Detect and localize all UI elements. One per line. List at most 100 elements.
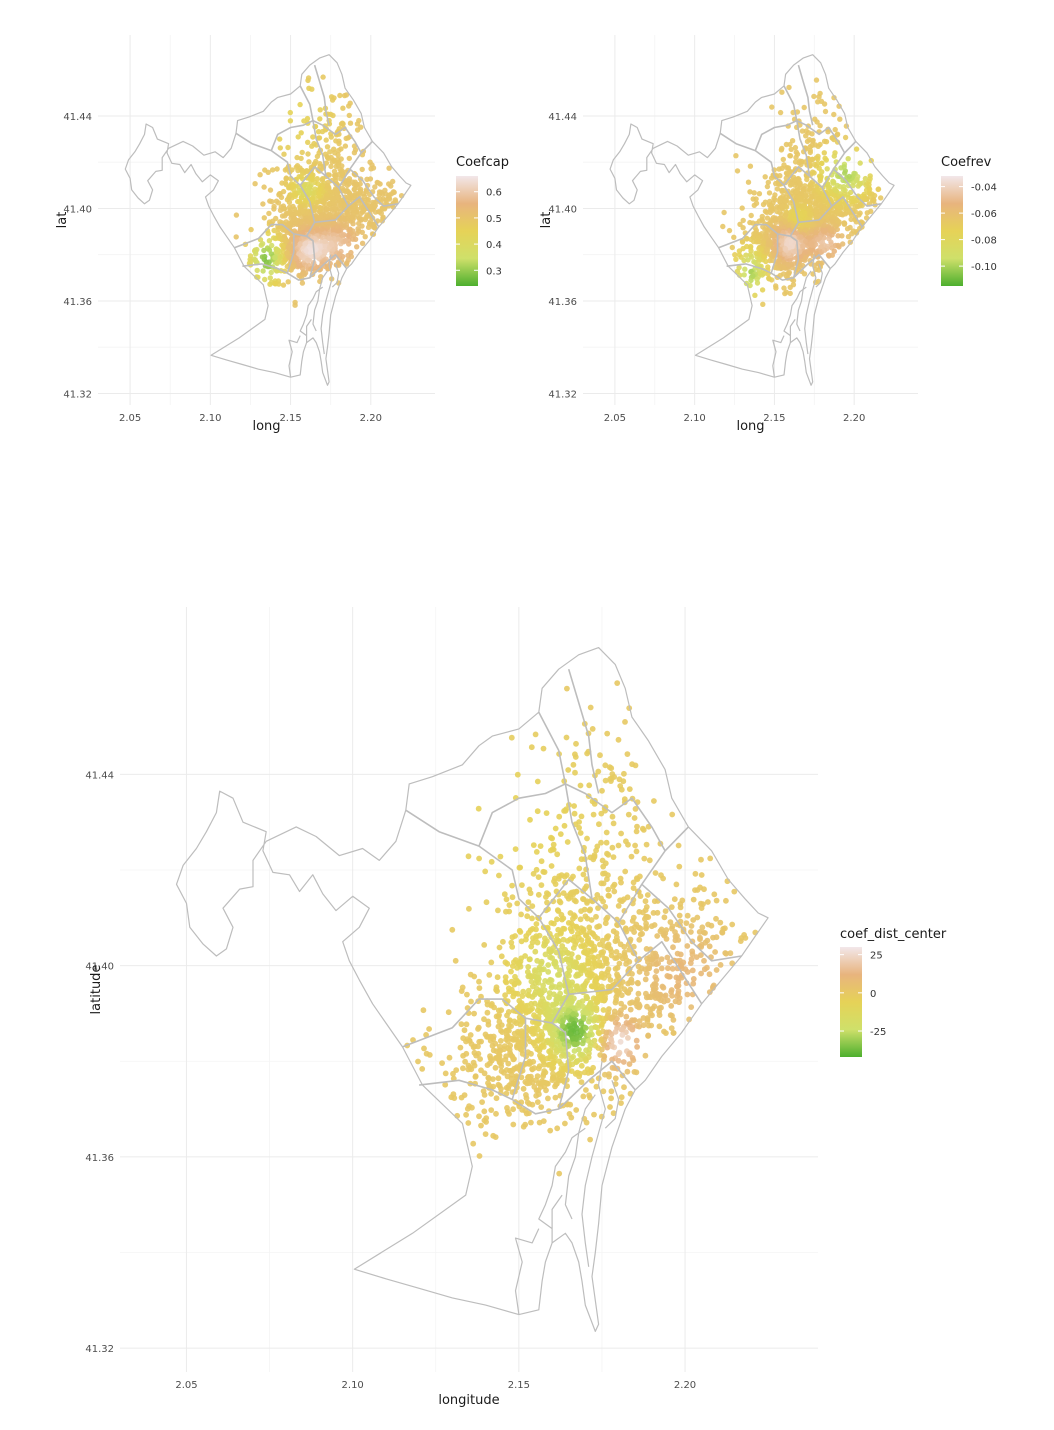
data-point bbox=[354, 181, 360, 188]
data-point bbox=[345, 194, 351, 200]
data-point bbox=[824, 166, 830, 172]
data-point bbox=[651, 798, 657, 804]
data-point bbox=[490, 1036, 497, 1043]
data-point bbox=[504, 1105, 510, 1111]
data-point bbox=[584, 978, 590, 984]
data-point bbox=[514, 900, 521, 907]
data-point bbox=[536, 966, 543, 973]
data-point bbox=[524, 1002, 531, 1009]
data-point bbox=[527, 816, 533, 823]
data-point bbox=[426, 1052, 433, 1058]
data-point bbox=[758, 246, 764, 252]
data-point bbox=[581, 1069, 588, 1076]
legend-label: 0 bbox=[870, 989, 876, 1000]
data-point bbox=[481, 1070, 488, 1077]
data-point bbox=[554, 1125, 561, 1132]
data-point bbox=[609, 844, 616, 851]
data-point bbox=[578, 925, 585, 931]
data-point bbox=[688, 1004, 695, 1010]
data-point bbox=[481, 1092, 488, 1098]
data-point bbox=[539, 1054, 546, 1061]
data-point bbox=[585, 1018, 592, 1025]
data-point bbox=[756, 251, 762, 257]
data-point bbox=[663, 1030, 669, 1036]
data-point bbox=[328, 163, 334, 170]
data-point bbox=[587, 1136, 593, 1143]
data-point bbox=[598, 839, 604, 846]
data-point bbox=[272, 254, 278, 261]
data-point bbox=[490, 1047, 497, 1054]
data-point bbox=[269, 242, 275, 249]
data-point bbox=[809, 247, 816, 254]
data-point bbox=[575, 954, 582, 961]
data-point bbox=[583, 932, 590, 938]
data-point bbox=[492, 1134, 499, 1140]
data-point bbox=[541, 869, 548, 875]
data-point bbox=[534, 1026, 541, 1033]
data-point bbox=[875, 186, 882, 192]
data-point bbox=[297, 204, 303, 210]
district-line bbox=[242, 263, 288, 274]
data-point bbox=[615, 736, 622, 743]
data-point bbox=[583, 1087, 589, 1093]
data-point bbox=[538, 960, 544, 967]
data-point bbox=[573, 1107, 580, 1113]
data-point bbox=[321, 230, 328, 236]
data-point bbox=[751, 259, 757, 265]
port-line bbox=[288, 335, 301, 378]
data-point bbox=[712, 949, 718, 955]
data-point bbox=[748, 236, 754, 243]
data-point bbox=[662, 908, 669, 914]
data-point bbox=[627, 1024, 634, 1031]
data-point bbox=[309, 176, 315, 183]
data-point bbox=[642, 976, 649, 983]
data-point bbox=[652, 974, 659, 980]
data-point bbox=[545, 979, 552, 985]
coefrev-legend: Coefrev-0.10-0.08-0.06-0.04 bbox=[941, 155, 997, 286]
data-point bbox=[853, 203, 859, 210]
data-point bbox=[376, 209, 383, 215]
data-point bbox=[318, 212, 324, 219]
data-point bbox=[779, 145, 785, 152]
data-point bbox=[577, 782, 584, 789]
data-point bbox=[581, 1014, 587, 1021]
data-point bbox=[233, 212, 240, 218]
data-point bbox=[289, 167, 295, 173]
data-point bbox=[476, 985, 483, 991]
data-point bbox=[505, 985, 512, 992]
data-point bbox=[810, 137, 816, 144]
data-point bbox=[759, 287, 766, 293]
data-point bbox=[633, 1069, 640, 1076]
data-point bbox=[674, 950, 681, 957]
data-point bbox=[769, 257, 776, 264]
data-point bbox=[772, 192, 778, 198]
data-point bbox=[604, 730, 611, 737]
data-point bbox=[605, 886, 612, 893]
data-point bbox=[580, 896, 586, 902]
data-point bbox=[376, 189, 383, 195]
data-point bbox=[271, 227, 277, 234]
data-point bbox=[578, 856, 585, 863]
data-point bbox=[535, 874, 542, 880]
data-point bbox=[646, 857, 653, 864]
data-point bbox=[348, 249, 354, 256]
data-point bbox=[753, 227, 759, 234]
data-point bbox=[338, 146, 344, 152]
data-point bbox=[285, 279, 291, 285]
data-point bbox=[769, 207, 775, 214]
data-point bbox=[345, 257, 351, 263]
data-point bbox=[675, 982, 682, 989]
x-tick-label: 2.05 bbox=[604, 413, 626, 424]
data-point bbox=[744, 236, 750, 242]
data-point bbox=[514, 771, 521, 778]
data-point bbox=[545, 1025, 552, 1031]
data-point bbox=[778, 238, 785, 244]
data-point bbox=[764, 183, 771, 190]
data-point bbox=[645, 1033, 651, 1039]
data-point bbox=[783, 289, 789, 295]
legend-title: coef_dist_center bbox=[840, 927, 947, 942]
data-point bbox=[567, 910, 574, 916]
data-point bbox=[567, 936, 574, 943]
x-tick-label: 2.20 bbox=[843, 413, 865, 424]
data-point bbox=[466, 1103, 472, 1109]
